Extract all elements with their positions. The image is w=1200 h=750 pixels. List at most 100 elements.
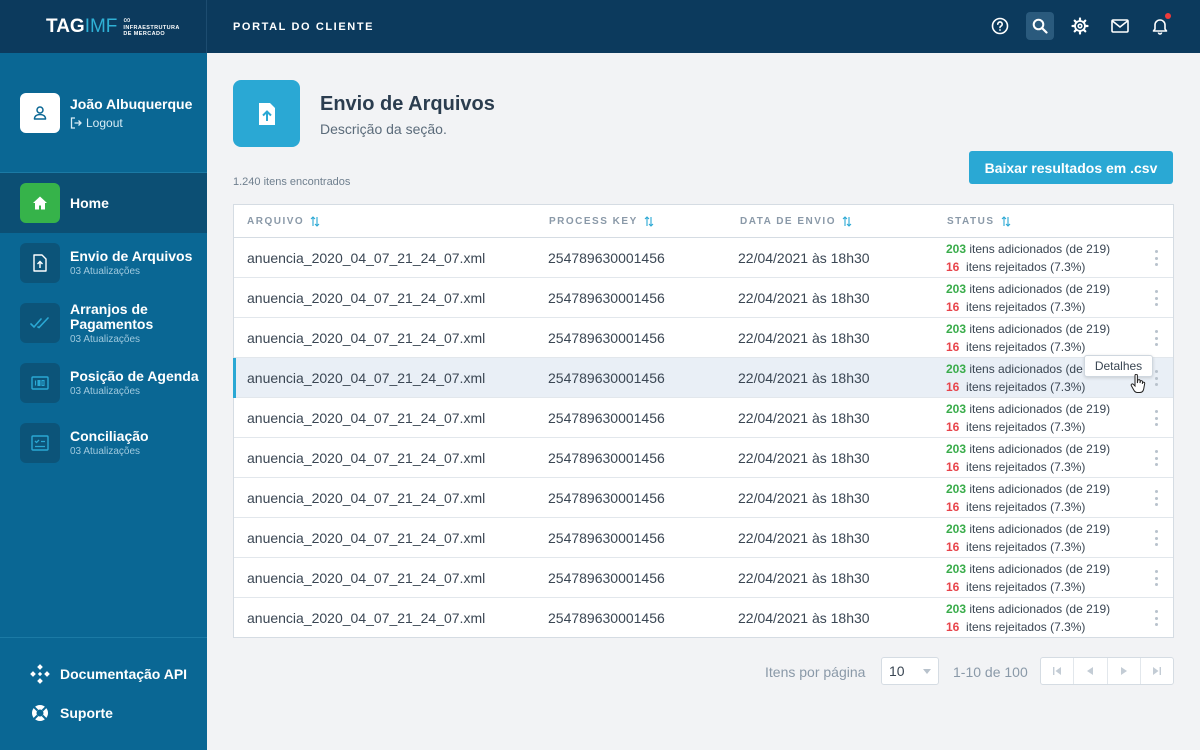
added-text: itens adicionados (de 219) bbox=[969, 521, 1111, 536]
download-csv-button[interactable]: Baixar resultados em .csv bbox=[969, 151, 1173, 184]
rejected-count: 16 bbox=[946, 579, 960, 594]
row-menu-icon[interactable] bbox=[1152, 448, 1160, 468]
sidebar-item-envio-de-arquivos[interactable]: Envio de Arquivos 03 Atualizações bbox=[0, 233, 207, 293]
column-header-process-key[interactable]: PROCESS KEY bbox=[549, 216, 654, 227]
next-page-button[interactable] bbox=[1108, 658, 1141, 684]
gear-icon[interactable] bbox=[1066, 12, 1094, 40]
row-menu-icon[interactable] bbox=[1152, 408, 1160, 428]
table-row[interactable]: anuencia_2020_04_07_21_24_07.xml 25478963… bbox=[234, 318, 1173, 358]
sidebar-item-arranjos-de-pagamentos[interactable]: Arranjos de Pagamentos 03 Atualizações bbox=[0, 293, 207, 353]
cell-process-key: 254789630001456 bbox=[548, 369, 665, 386]
reconciliation-icon bbox=[20, 423, 60, 463]
sidebar-item-suporte[interactable]: Suporte bbox=[0, 703, 207, 723]
cell-arquivo: anuencia_2020_04_07_21_24_07.xml bbox=[247, 369, 486, 386]
check-double-icon bbox=[20, 303, 60, 343]
sort-icon bbox=[1001, 215, 1010, 227]
cell-arquivo: anuencia_2020_04_07_21_24_07.xml bbox=[247, 329, 486, 346]
rejected-count: 16 bbox=[946, 419, 960, 434]
last-page-button[interactable] bbox=[1141, 658, 1173, 684]
hand-cursor-icon bbox=[1130, 374, 1146, 393]
per-page-select[interactable]: 10 bbox=[881, 657, 939, 685]
table-row[interactable]: anuencia_2020_04_07_21_24_07.xml 25478963… bbox=[234, 238, 1173, 278]
table-row[interactable]: anuencia_2020_04_07_21_24_07.xml 25478963… bbox=[233, 358, 1173, 398]
sidebar-item-updates: 03 Atualizações bbox=[70, 446, 141, 457]
next-page-icon bbox=[1120, 667, 1127, 675]
top-bar: TAGIMF ∞ INFRAESTRUTURA DE MERCADO PORTA… bbox=[0, 0, 1200, 53]
rejected-text: itens rejeitados (7.3%) bbox=[966, 339, 1086, 354]
rejected-text: itens rejeitados (7.3%) bbox=[966, 299, 1086, 314]
logout-link[interactable]: Logout bbox=[70, 116, 192, 130]
rejected-count: 16 bbox=[946, 339, 960, 354]
results-count: 1.240 itens encontrados bbox=[233, 176, 351, 188]
table-row[interactable]: anuencia_2020_04_07_21_24_07.xml 25478963… bbox=[234, 438, 1173, 478]
cell-status: 203 itens adicionados (de 219) 16 itens r… bbox=[946, 320, 1110, 356]
row-menu-icon[interactable] bbox=[1152, 568, 1160, 588]
column-header-data-de-envio[interactable]: DATA DE ENVIO bbox=[740, 216, 852, 227]
rejected-text: itens rejeitados (7.3%) bbox=[966, 499, 1086, 514]
row-menu-icon[interactable] bbox=[1152, 368, 1160, 388]
table-row[interactable]: anuencia_2020_04_07_21_24_07.xml 25478963… bbox=[234, 558, 1173, 598]
sidebar-item-posicao-de-agenda[interactable]: Posição de Agenda 03 Atualizações bbox=[0, 353, 207, 413]
rejected-count: 16 bbox=[946, 379, 960, 394]
row-menu-icon[interactable] bbox=[1152, 328, 1160, 348]
added-count: 203 bbox=[946, 321, 967, 336]
table-row[interactable]: anuencia_2020_04_07_21_24_07.xml 25478963… bbox=[234, 398, 1173, 438]
column-header-status[interactable]: STATUS bbox=[947, 216, 1011, 227]
first-page-icon bbox=[1053, 667, 1062, 675]
table-row[interactable]: anuencia_2020_04_07_21_24_07.xml 25478963… bbox=[234, 278, 1173, 318]
lifebuoy-icon bbox=[32, 705, 48, 721]
sidebar-item-updates: 03 Atualizações bbox=[70, 333, 141, 345]
sidebar-item-label: Home bbox=[70, 194, 109, 211]
page-title: Envio de Arquivos bbox=[320, 93, 495, 115]
added-text: itens adicionados (de 219) bbox=[969, 602, 1111, 616]
table-row[interactable]: anuencia_2020_04_07_21_24_07.xml 25478963… bbox=[234, 518, 1173, 558]
cell-arquivo: anuencia_2020_04_07_21_24_07.xml bbox=[247, 449, 486, 466]
row-menu-icon[interactable] bbox=[1152, 608, 1160, 628]
search-icon[interactable] bbox=[1026, 12, 1054, 40]
added-text: itens adicionados (de 219) bbox=[969, 401, 1111, 416]
cell-status: 203 itens adicionados (de 219) 16 itens r… bbox=[946, 280, 1110, 316]
table-row[interactable]: anuencia_2020_04_07_21_24_07.xml 25478963… bbox=[234, 478, 1173, 518]
rejected-text: itens rejeitados (7.3%) bbox=[966, 259, 1086, 274]
prev-page-button[interactable] bbox=[1074, 658, 1108, 684]
sidebar-item-updates: 03 Atualizações bbox=[70, 266, 141, 277]
row-menu-icon[interactable] bbox=[1152, 248, 1160, 268]
rejected-text: itens rejeitados (7.3%) bbox=[966, 620, 1086, 634]
notification-dot bbox=[1165, 13, 1171, 19]
page-range: 1-10 de 100 bbox=[953, 664, 1028, 680]
sidebar-item-home[interactable]: Home bbox=[0, 173, 207, 233]
cell-status: 203 itens adicionados (de 219) 16 itens r… bbox=[946, 600, 1110, 636]
cell-status: 203 itens adicionados (de 219) 16 itens r… bbox=[946, 360, 1110, 396]
help-icon[interactable] bbox=[986, 12, 1014, 40]
added-text: itens adicionados (de 219) bbox=[969, 321, 1111, 336]
sidebar-item-documentacao-api[interactable]: Documentação API bbox=[0, 664, 207, 684]
api-icon bbox=[30, 664, 50, 684]
first-page-button[interactable] bbox=[1041, 658, 1075, 684]
cell-process-key: 254789630001456 bbox=[548, 249, 665, 266]
row-menu-icon[interactable] bbox=[1152, 288, 1160, 308]
sidebar-item-conciliacao[interactable]: Conciliação 03 Atualizações bbox=[0, 413, 207, 473]
rejected-count: 16 bbox=[946, 259, 960, 274]
sidebar-item-updates: 03 Atualizações bbox=[70, 386, 141, 397]
row-menu-icon[interactable] bbox=[1152, 528, 1160, 548]
sort-icon bbox=[644, 215, 654, 227]
logo-imf: IMF bbox=[84, 15, 118, 37]
mail-icon[interactable] bbox=[1106, 12, 1134, 40]
details-tooltip[interactable]: Detalhes bbox=[1084, 355, 1153, 377]
added-count: 203 bbox=[946, 281, 967, 296]
added-count: 203 bbox=[946, 241, 967, 256]
last-page-icon bbox=[1152, 667, 1161, 675]
avatar[interactable] bbox=[20, 92, 60, 133]
logo[interactable]: TAGIMF ∞ INFRAESTRUTURA DE MERCADO bbox=[0, 0, 207, 53]
column-header-arquivo[interactable]: ARQUIVO bbox=[247, 216, 320, 227]
cell-process-key: 254789630001456 bbox=[548, 449, 665, 466]
added-count: 203 bbox=[946, 561, 967, 576]
bell-icon[interactable] bbox=[1146, 12, 1174, 40]
row-menu-icon[interactable] bbox=[1152, 488, 1160, 508]
user-name: João Albuquerque bbox=[70, 95, 193, 112]
added-count: 203 bbox=[946, 361, 967, 376]
top-actions bbox=[986, 12, 1174, 40]
rejected-text: itens rejeitados (7.3%) bbox=[966, 379, 1086, 394]
added-count: 203 bbox=[946, 602, 967, 616]
table-row[interactable]: anuencia_2020_04_07_21_24_07.xml 25478963… bbox=[234, 598, 1173, 638]
